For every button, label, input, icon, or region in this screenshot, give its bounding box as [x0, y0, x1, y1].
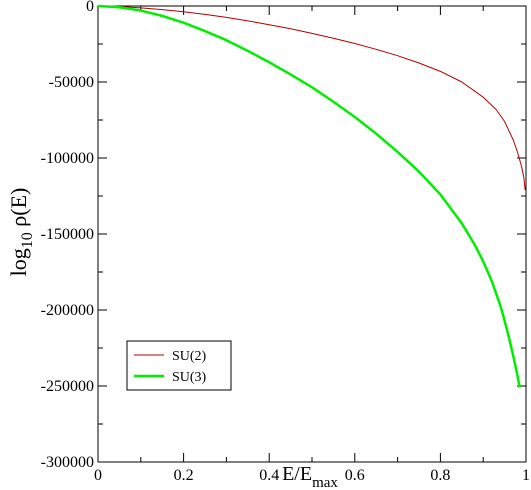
y-tick-label: -100000	[41, 150, 94, 167]
axis-tick-labels: 0 0.2 0.4 0.6 0.8 1 0 -50000 -100000 -150000 -2000…	[41, 0, 530, 484]
series-lines	[97, 4, 526, 388]
x-tick-label: 0.6	[345, 467, 365, 484]
legend: SU(2) SU(3)	[126, 340, 232, 391]
legend-label-su2: SU(2)	[172, 349, 207, 364]
y-tick-label: -50000	[49, 74, 94, 91]
x-tick-label: 0.8	[430, 467, 450, 484]
y-tick-label: -250000	[41, 378, 94, 395]
x-axis-title: E/Emax	[282, 463, 338, 490]
plot-frame	[97, 5, 527, 463]
y-axis-title: log10 ρ(E)	[6, 188, 36, 277]
x-tick-label: 0.2	[174, 467, 194, 484]
legend-label-su3: SU(3)	[172, 370, 207, 385]
x-tick-label: 1	[522, 467, 530, 484]
y-tick-label: 0	[86, 0, 94, 15]
y-tick-label: -150000	[41, 226, 94, 243]
y-tick-label: -200000	[41, 302, 94, 319]
series-line-su2	[97, 5, 526, 190]
axis-ticks	[97, 5, 527, 463]
legend-box	[126, 340, 232, 391]
y-tick-label: -300000	[41, 454, 94, 471]
series-line-su3	[97, 4, 521, 388]
x-tick-label: 0	[94, 467, 102, 484]
x-tick-label: 0.4	[259, 467, 279, 484]
